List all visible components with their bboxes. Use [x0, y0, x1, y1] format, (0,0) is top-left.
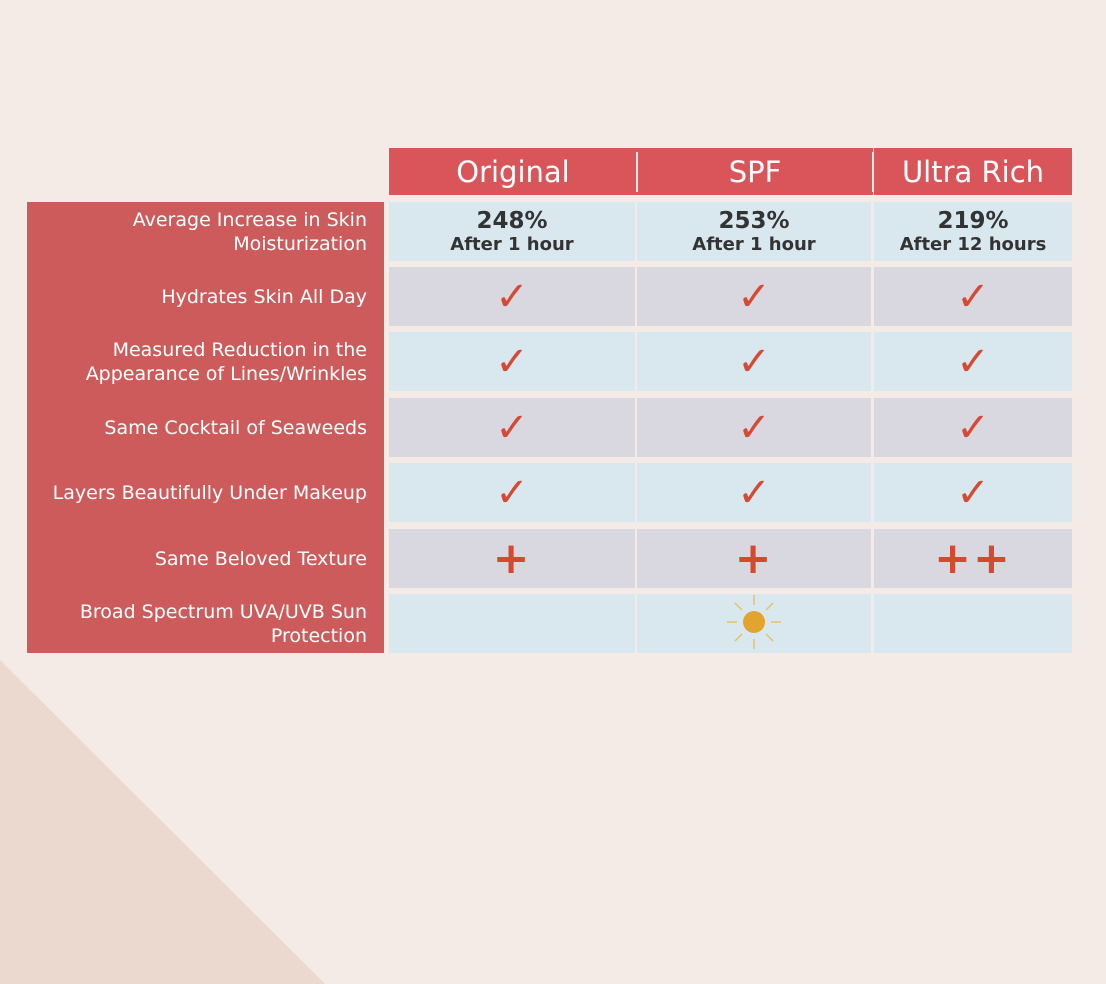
table-cell: ✓: [874, 463, 1072, 522]
row-label-text: Same Beloved Texture: [154, 548, 367, 570]
table-cell: ✓: [874, 398, 1072, 457]
check-icon: ✓: [737, 273, 771, 320]
table-cell: 248% After 1 hour: [389, 202, 635, 261]
row-label-text: Measured Reduction in the Appearance of …: [85, 339, 367, 385]
row-label: Broad Spectrum UVA/UVB Sun Protection: [27, 594, 367, 654]
stat-caption: After 12 hours: [899, 233, 1047, 255]
table-cell: +: [637, 529, 871, 588]
table-cell: ✓: [874, 267, 1072, 326]
table-cell: ✓: [637, 398, 871, 457]
double-plus-icon: ++: [934, 532, 1012, 584]
row-label: Layers Beautifully Under Makeup: [27, 463, 367, 523]
stat-caption: After 1 hour: [692, 233, 816, 255]
check-icon: ✓: [956, 404, 990, 451]
stat-caption: After 1 hour: [450, 233, 574, 255]
check-icon: ✓: [956, 273, 990, 320]
check-icon: ✓: [737, 469, 771, 516]
sun-icon: [724, 592, 784, 656]
check-icon: ✓: [956, 469, 990, 516]
row-label-text: Hydrates Skin All Day: [161, 286, 367, 308]
row-label: Average Increase in Skin Moisturization: [27, 202, 367, 262]
table-cell: ✓: [637, 267, 871, 326]
table-cell: ✓: [637, 463, 871, 522]
table-cell: ✓: [389, 267, 635, 326]
row-label: Measured Reduction in the Appearance of …: [27, 332, 367, 392]
table-cell: 219% After 12 hours: [874, 202, 1072, 261]
check-icon: ✓: [956, 338, 990, 385]
table-cell: ✓: [874, 332, 1072, 391]
table-cell: ++: [874, 529, 1072, 588]
column-header-ultra-rich: Ultra Rich: [874, 148, 1072, 195]
plus-icon: +: [492, 532, 532, 584]
background-triangle: [0, 660, 325, 984]
column-header-original: Original: [389, 148, 637, 195]
table-cell: +: [389, 529, 635, 588]
stat-value: 253%: [718, 207, 790, 234]
table-cell: ✓: [637, 332, 871, 391]
row-label-text: Broad Spectrum UVA/UVB Sun Protection: [79, 601, 367, 647]
table-cell: ✓: [389, 398, 635, 457]
table-cell: ✓: [389, 463, 635, 522]
check-icon: ✓: [495, 273, 529, 320]
stat-value: 219%: [937, 207, 1009, 234]
check-icon: ✓: [495, 338, 529, 385]
table-cell: ✓: [389, 332, 635, 391]
check-icon: ✓: [495, 469, 529, 516]
plus-icon: +: [734, 532, 774, 584]
check-icon: ✓: [737, 404, 771, 451]
row-label-text: Average Increase in Skin Moisturization: [132, 209, 367, 255]
table-cell: [874, 594, 1072, 653]
header-divider: [872, 152, 874, 192]
check-icon: ✓: [737, 338, 771, 385]
row-label: Hydrates Skin All Day: [27, 267, 367, 327]
row-label: Same Cocktail of Seaweeds: [27, 398, 367, 458]
header-divider: [636, 152, 638, 192]
check-icon: ✓: [495, 404, 529, 451]
row-label-column: Average Increase in Skin Moisturization H…: [27, 202, 384, 653]
column-header-spf: SPF: [637, 148, 873, 195]
table-cell: [389, 594, 635, 653]
row-label: Same Beloved Texture: [27, 529, 367, 589]
table-cell: 253% After 1 hour: [637, 202, 871, 261]
row-label-text: Same Cocktail of Seaweeds: [104, 417, 367, 439]
row-label-text: Layers Beautifully Under Makeup: [52, 482, 367, 504]
stat-value: 248%: [476, 207, 548, 234]
table-cell: [637, 594, 871, 653]
